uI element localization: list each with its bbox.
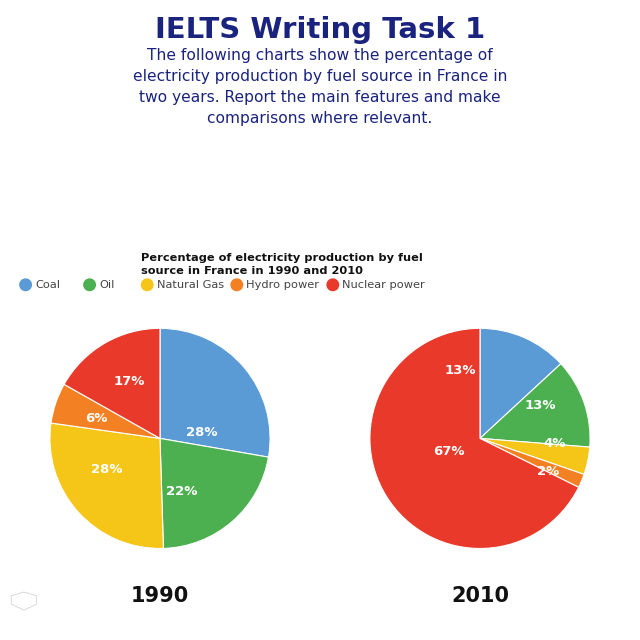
Text: Natural Gas: Natural Gas bbox=[157, 280, 224, 290]
Polygon shape bbox=[12, 592, 36, 611]
Text: Percentage of electricity production by fuel
source in France in 1990 and 2010: Percentage of electricity production by … bbox=[141, 253, 422, 276]
Wedge shape bbox=[480, 438, 584, 487]
Wedge shape bbox=[480, 438, 589, 474]
Wedge shape bbox=[64, 328, 160, 438]
Text: 1990: 1990 bbox=[131, 586, 189, 605]
Text: 28%: 28% bbox=[92, 463, 123, 476]
Text: 67%: 67% bbox=[433, 445, 465, 458]
Text: 6%: 6% bbox=[85, 412, 108, 425]
Text: Oil: Oil bbox=[99, 280, 115, 290]
Text: Nuclear power: Nuclear power bbox=[342, 280, 425, 290]
Wedge shape bbox=[480, 364, 590, 447]
Wedge shape bbox=[160, 438, 268, 548]
Text: 22%: 22% bbox=[166, 484, 198, 498]
Text: Coal: Coal bbox=[35, 280, 60, 290]
Text: 13%: 13% bbox=[444, 364, 476, 377]
Wedge shape bbox=[160, 328, 270, 457]
Text: The following charts show the percentage of
electricity production by fuel sourc: The following charts show the percentage… bbox=[132, 48, 508, 126]
Text: 13%: 13% bbox=[525, 399, 556, 412]
Text: 2010: 2010 bbox=[451, 586, 509, 605]
Text: Hydro power: Hydro power bbox=[246, 280, 319, 290]
Text: 2%: 2% bbox=[537, 465, 559, 478]
Wedge shape bbox=[480, 328, 561, 438]
Text: 28%: 28% bbox=[186, 426, 218, 440]
Wedge shape bbox=[51, 385, 160, 438]
Wedge shape bbox=[370, 328, 579, 548]
Text: IELTS Writing Task 1: IELTS Writing Task 1 bbox=[155, 16, 485, 44]
Text: 4%: 4% bbox=[543, 437, 566, 451]
Text: 17%: 17% bbox=[113, 374, 145, 388]
Wedge shape bbox=[50, 423, 163, 548]
Text: www.AEHelp.com: www.AEHelp.com bbox=[96, 608, 245, 623]
